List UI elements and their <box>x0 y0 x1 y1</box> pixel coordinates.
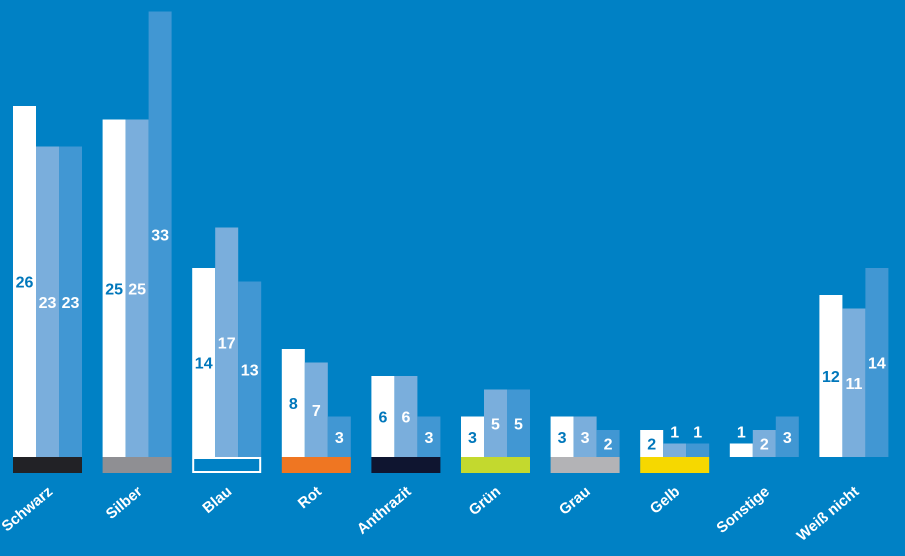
category-label-8: Sonstige <box>713 483 772 537</box>
data-label-7-0: 2 <box>647 437 656 454</box>
data-label-1-2: 33 <box>151 227 169 244</box>
category-label-2: Blau <box>199 483 235 517</box>
data-label-3-0: 8 <box>289 396 298 413</box>
bar-1-0 <box>102 119 126 457</box>
bar-3-2 <box>327 416 351 457</box>
color-swatch-4 <box>371 457 441 473</box>
data-label-7-2: 1 <box>693 425 702 442</box>
bar-2-0 <box>192 268 216 457</box>
category-label-0: Schwarz <box>0 483 56 535</box>
bar-8-2 <box>775 416 799 457</box>
data-label-4-0: 6 <box>378 410 387 427</box>
color-swatch-3 <box>281 457 351 473</box>
bar-5-0 <box>461 416 484 457</box>
bar-8-1 <box>752 430 776 457</box>
bar-4-1 <box>394 376 418 457</box>
data-label-6-2: 2 <box>604 437 613 454</box>
data-label-5-0: 3 <box>468 430 477 447</box>
category-label-9: Weiß nicht <box>794 483 863 545</box>
data-label-1-1: 25 <box>128 281 146 298</box>
color-swatch-7 <box>640 457 710 473</box>
data-label-8-1: 2 <box>760 437 769 454</box>
bar-0-2 <box>59 146 82 457</box>
bar-5-2 <box>507 389 530 457</box>
bar-0-0 <box>13 106 36 457</box>
bar-4-0 <box>371 376 395 457</box>
data-label-3-2: 3 <box>335 430 344 447</box>
data-label-6-0: 3 <box>558 430 567 447</box>
category-label-5: Grün <box>466 483 504 519</box>
data-label-1-0: 25 <box>105 281 123 298</box>
bar-9-0 <box>819 295 843 457</box>
category-label-3: Rot <box>295 483 325 512</box>
data-label-9-0: 12 <box>822 369 840 386</box>
bar-1-1 <box>125 119 149 457</box>
bar-0-1 <box>36 146 59 457</box>
bar-3-0 <box>281 349 305 457</box>
data-label-8-2: 3 <box>783 430 792 447</box>
bar-9-1 <box>842 308 866 457</box>
data-label-2-2: 13 <box>241 362 259 379</box>
bar-2-1 <box>215 227 239 457</box>
color-swatch-0 <box>13 457 82 473</box>
bar-7-2 <box>686 443 710 457</box>
data-label-7-1: 1 <box>670 425 679 442</box>
data-label-2-0: 14 <box>195 356 213 373</box>
color-swatch-2 <box>192 457 262 473</box>
category-label-6: Grau <box>556 483 594 519</box>
bar-8-0 <box>729 443 753 457</box>
data-label-0-2: 23 <box>62 295 80 312</box>
bar-3-1 <box>304 362 328 457</box>
data-label-8-0: 1 <box>737 425 746 442</box>
data-label-2-1: 17 <box>218 335 236 352</box>
data-label-9-1: 11 <box>845 376 862 393</box>
bar-7-1 <box>663 443 687 457</box>
color-swatch-6 <box>550 457 620 473</box>
bar-5-1 <box>484 389 507 457</box>
data-label-4-2: 3 <box>424 430 433 447</box>
bar-4-2 <box>417 416 441 457</box>
color-swatch-5 <box>461 457 530 473</box>
bar-1-2 <box>148 11 172 457</box>
data-label-0-0: 26 <box>16 275 34 292</box>
bar-6-1 <box>573 416 597 457</box>
data-label-5-2: 5 <box>514 416 523 433</box>
bar-9-2 <box>865 268 889 457</box>
category-label-4: Anthrazit <box>354 483 415 538</box>
data-label-9-2: 14 <box>868 356 886 373</box>
bar-2-2 <box>238 281 262 457</box>
category-label-1: Silber <box>103 483 146 523</box>
data-label-6-1: 3 <box>581 430 590 447</box>
data-label-3-1: 7 <box>312 403 321 420</box>
category-label-7: Gelb <box>647 483 683 517</box>
data-label-5-1: 5 <box>491 416 500 433</box>
data-label-0-1: 23 <box>39 295 57 312</box>
color-swatch-1 <box>102 457 172 473</box>
data-label-4-1: 6 <box>401 410 410 427</box>
bar-6-0 <box>550 416 574 457</box>
bar-7-0 <box>640 430 664 457</box>
bar-6-2 <box>596 430 620 457</box>
